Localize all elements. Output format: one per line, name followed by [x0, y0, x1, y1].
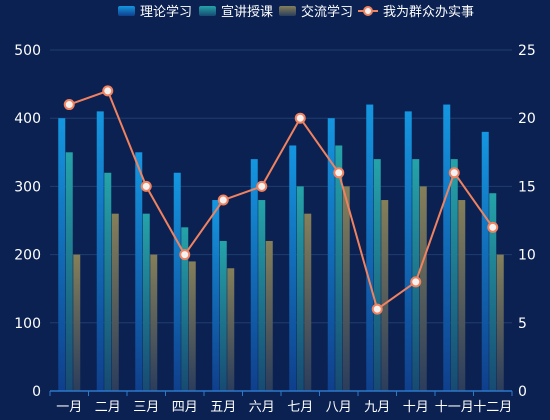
legend[interactable]: 理论学习 宣讲授课 交流学习 我为群众办实事 [118, 4, 474, 20]
bar-1[interactable] [173, 172, 181, 391]
line-point[interactable] [410, 276, 422, 288]
x-tick-label: 十月 [403, 400, 429, 415]
line-point[interactable] [294, 112, 306, 124]
line-point[interactable] [102, 85, 114, 97]
y-left-tick-label: 400 [14, 111, 41, 127]
bar-3[interactable] [265, 240, 273, 391]
line-point[interactable] [487, 221, 499, 233]
bar-1[interactable] [250, 159, 258, 391]
legend-swatch-marker [363, 6, 373, 16]
bar-2[interactable] [489, 193, 497, 391]
y-right-tick-label: 25 [518, 43, 536, 59]
bar-1[interactable] [327, 118, 335, 391]
x-tick-label: 一月 [56, 400, 82, 415]
bar-1[interactable] [481, 131, 489, 391]
y-left-tick-label: 200 [14, 248, 41, 264]
bar-2[interactable] [373, 159, 381, 391]
bar-3[interactable] [150, 254, 158, 391]
line-path [68, 89, 494, 311]
y-right-tick-label: 10 [518, 248, 536, 264]
bar-2[interactable] [181, 227, 189, 391]
x-tick-label: 三月 [133, 400, 159, 415]
bar-1[interactable] [443, 104, 451, 391]
legend-label[interactable]: 理论学习 [140, 4, 192, 20]
bar-2[interactable] [219, 240, 227, 391]
y-right-tick-label: 15 [518, 179, 536, 195]
legend-label[interactable]: 宣讲授课 [221, 4, 273, 20]
legend-swatch [199, 6, 216, 16]
bar-2[interactable] [450, 159, 458, 391]
bar-1[interactable] [58, 118, 66, 391]
x-tick-label: 八月 [326, 400, 352, 415]
bar-1[interactable] [289, 145, 297, 391]
bar-3[interactable] [304, 213, 312, 391]
x-axis: 一月 二月 三月 四月 五月 六月 七月 八月 九月 十月 十一月 十二月 [49, 390, 513, 415]
bar-2[interactable] [296, 186, 304, 391]
bar-3[interactable] [381, 200, 389, 391]
bar-1[interactable] [404, 111, 412, 391]
x-tick-label: 九月 [364, 400, 390, 415]
bar-series [58, 104, 504, 391]
bar-3[interactable] [188, 261, 196, 391]
x-tick-label: 七月 [287, 400, 313, 415]
bar-3[interactable] [73, 254, 81, 391]
y-right-tick-label: 20 [518, 111, 536, 127]
y-right-tick-label: 0 [518, 384, 527, 400]
y-left-tick-label: 0 [32, 384, 41, 400]
x-tick-label: 十一月 [435, 400, 474, 415]
line-point[interactable] [333, 167, 345, 179]
bar-1[interactable] [366, 104, 374, 391]
line-point[interactable] [140, 180, 152, 192]
line-point[interactable] [448, 167, 460, 179]
y-right-tick-label: 5 [518, 316, 527, 332]
legend-label[interactable]: 交流学习 [301, 4, 353, 20]
x-tick-label: 五月 [210, 400, 236, 415]
bar-3[interactable] [342, 186, 350, 391]
legend-swatch [118, 6, 135, 16]
line-point[interactable] [256, 180, 268, 192]
legend-swatch [279, 6, 296, 16]
bar-2[interactable] [142, 213, 150, 391]
bar-2[interactable] [335, 145, 343, 391]
y-axis-right: 0 5 10 15 20 25 [518, 43, 536, 400]
bar-1[interactable] [135, 152, 143, 391]
x-tick-label: 二月 [95, 400, 121, 415]
bar-3[interactable] [419, 186, 427, 391]
bar-3[interactable] [496, 254, 504, 391]
y-axis-left: 0 100 200 300 400 500 [14, 43, 41, 400]
x-tick-label: 十二月 [473, 400, 512, 415]
bar-2[interactable] [65, 152, 73, 391]
line-point[interactable] [217, 194, 229, 206]
legend-label[interactable]: 我为群众办实事 [383, 5, 474, 20]
line-point[interactable] [63, 99, 75, 111]
bar-3[interactable] [111, 213, 119, 391]
bar-3[interactable] [227, 268, 235, 391]
bar-2[interactable] [258, 200, 266, 391]
y-left-tick-label: 300 [14, 179, 41, 195]
bar-1[interactable] [96, 111, 104, 391]
bar-3[interactable] [458, 200, 466, 391]
x-tick-label: 六月 [249, 400, 275, 415]
line-series [63, 85, 499, 315]
x-tick-label: 四月 [172, 400, 198, 415]
bar-1[interactable] [212, 200, 220, 391]
y-left-tick-label: 500 [14, 43, 41, 59]
bar-2[interactable] [412, 159, 420, 391]
y-left-tick-label: 100 [14, 316, 41, 332]
line-point[interactable] [179, 249, 191, 261]
line-point[interactable] [371, 303, 383, 315]
grid-lines [50, 49, 512, 324]
bar-2[interactable] [104, 172, 112, 391]
